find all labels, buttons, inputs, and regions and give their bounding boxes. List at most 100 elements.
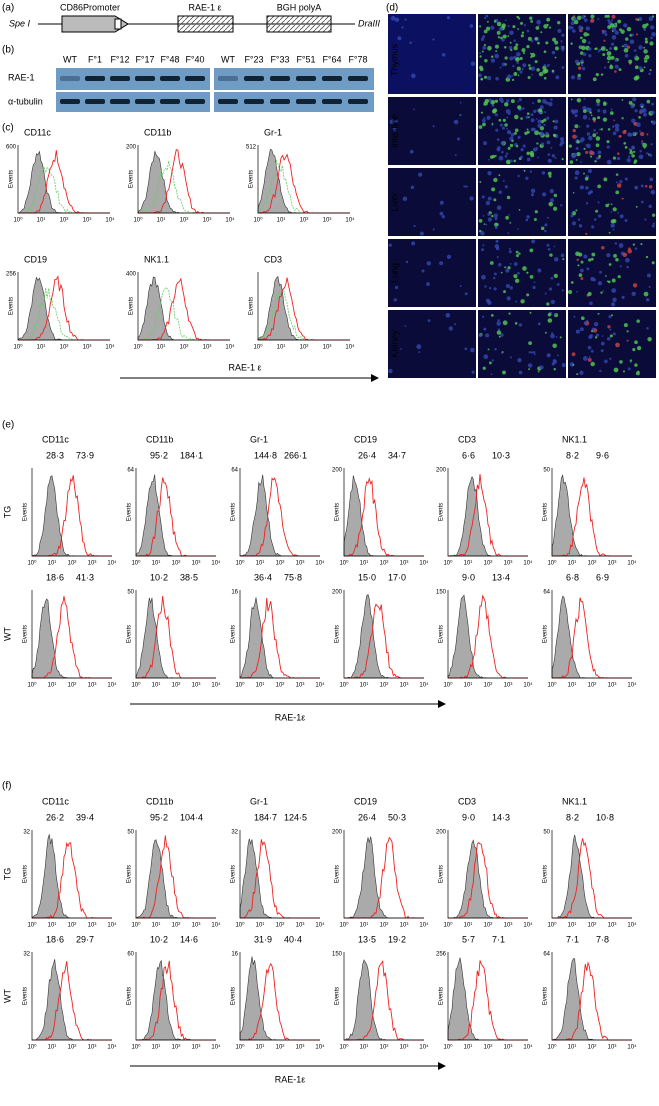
group-label: WT bbox=[2, 989, 12, 1003]
cell bbox=[556, 354, 559, 357]
marker-label: CD19 bbox=[354, 434, 377, 444]
cell bbox=[509, 30, 514, 36]
stain-curve bbox=[552, 838, 632, 919]
cell bbox=[597, 214, 602, 218]
row-label: Kidney bbox=[389, 330, 399, 358]
cell bbox=[539, 105, 544, 110]
cell bbox=[572, 191, 575, 194]
axes bbox=[551, 590, 632, 679]
x-tick-label: 10³ bbox=[608, 1045, 617, 1051]
cell bbox=[562, 258, 565, 261]
cell bbox=[597, 109, 601, 113]
cell bbox=[588, 41, 591, 44]
cell bbox=[413, 108, 415, 111]
cell bbox=[600, 291, 603, 294]
x-tick-label: 10⁴ bbox=[211, 922, 221, 929]
x-tick-label: 10⁰ bbox=[235, 560, 245, 567]
micrograph bbox=[388, 168, 476, 236]
cell bbox=[490, 155, 494, 159]
cell bbox=[615, 258, 619, 262]
cell bbox=[486, 20, 489, 23]
y-max-label: 400 bbox=[126, 272, 137, 278]
cell bbox=[493, 177, 498, 183]
mfi-stain: 184·1 bbox=[180, 450, 203, 460]
cell bbox=[463, 185, 466, 188]
cell bbox=[470, 347, 475, 353]
cell bbox=[648, 16, 654, 22]
cell bbox=[530, 193, 535, 197]
x-tick-label: 10² bbox=[300, 218, 309, 224]
cell bbox=[530, 66, 536, 71]
cell bbox=[532, 351, 536, 354]
x-tick-label: 10⁴ bbox=[419, 560, 429, 567]
x-tick-label: 10² bbox=[588, 561, 597, 567]
cell bbox=[631, 154, 635, 158]
cell bbox=[584, 176, 589, 181]
x-tick-label: 10⁴ bbox=[419, 1044, 429, 1051]
cell bbox=[575, 251, 580, 257]
cell bbox=[595, 333, 600, 337]
cell bbox=[651, 224, 655, 228]
isotype-curve bbox=[447, 839, 528, 919]
cell bbox=[582, 356, 588, 361]
cell bbox=[589, 190, 593, 194]
cell bbox=[537, 322, 541, 326]
row-label-bg bbox=[376, 97, 377, 98]
cell bbox=[571, 211, 574, 214]
cell bbox=[550, 276, 554, 280]
x-tick-label: 10² bbox=[276, 1045, 285, 1051]
mfi-isotype: 36·4 bbox=[254, 572, 272, 582]
element-label: BGH polyA bbox=[277, 2, 322, 12]
group-label: TG bbox=[2, 506, 12, 519]
cell bbox=[478, 333, 483, 338]
x-tick-label: 10⁰ bbox=[235, 682, 245, 689]
cell bbox=[496, 205, 502, 211]
x-tick-label: 10¹ bbox=[256, 561, 265, 567]
cell bbox=[590, 14, 595, 19]
cell bbox=[401, 26, 404, 29]
x-tick-label: 10⁴ bbox=[315, 682, 325, 689]
x-tick-label: 10¹ bbox=[152, 923, 161, 929]
cell bbox=[550, 98, 553, 101]
cell bbox=[506, 127, 508, 130]
cell bbox=[482, 244, 485, 247]
cell bbox=[513, 45, 518, 51]
cell bbox=[569, 160, 574, 164]
cell bbox=[526, 157, 531, 162]
y-max-label: 16 bbox=[231, 952, 238, 958]
cell bbox=[610, 42, 615, 46]
cell bbox=[448, 326, 454, 331]
y-axis-label: Events bbox=[231, 987, 237, 1005]
cell bbox=[487, 45, 492, 51]
cell bbox=[630, 104, 635, 109]
promoter-marker bbox=[114, 18, 122, 30]
y-max-label: 200 bbox=[332, 590, 343, 596]
cell bbox=[454, 323, 457, 326]
cell bbox=[508, 247, 511, 250]
x-tick-label: 10⁰ bbox=[547, 682, 557, 689]
cell bbox=[579, 370, 584, 375]
cell bbox=[546, 353, 551, 358]
y-axis-label: Events bbox=[231, 503, 237, 521]
cell bbox=[644, 184, 648, 188]
cell bbox=[483, 223, 486, 225]
x-tick-label: 10⁴ bbox=[225, 217, 235, 224]
cell bbox=[526, 128, 529, 131]
x-tick-label: 10⁰ bbox=[235, 1044, 245, 1051]
cell bbox=[577, 264, 580, 267]
cell bbox=[576, 76, 581, 81]
cell bbox=[501, 126, 505, 130]
cell bbox=[536, 19, 541, 25]
cell bbox=[633, 161, 637, 164]
blot bbox=[214, 92, 374, 112]
cell bbox=[534, 60, 538, 64]
x-tick-label: 10⁰ bbox=[443, 682, 453, 689]
cell bbox=[481, 315, 485, 318]
cell bbox=[610, 203, 613, 206]
cell bbox=[619, 214, 624, 219]
cell bbox=[574, 170, 580, 176]
cell bbox=[624, 219, 628, 222]
cell bbox=[644, 40, 649, 44]
cell bbox=[604, 359, 608, 364]
cell bbox=[553, 134, 557, 138]
